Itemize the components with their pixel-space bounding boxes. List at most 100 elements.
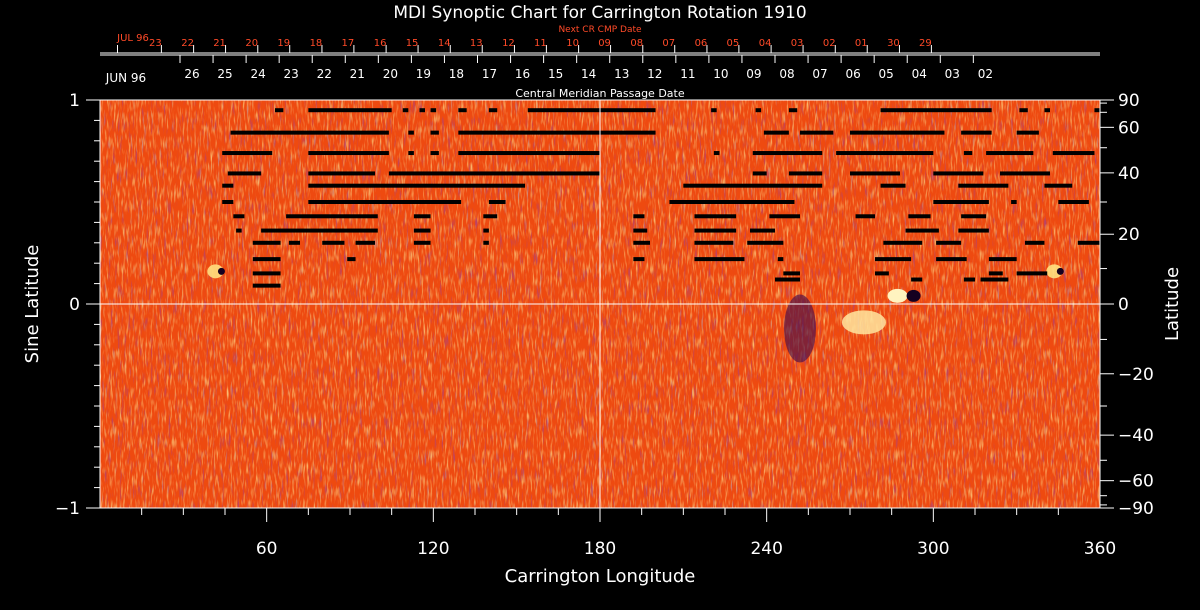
top-axis-day-label: 18 (310, 38, 323, 49)
sunspot (217, 267, 225, 275)
missing-data-strip (752, 171, 767, 176)
missing-data-strip (288, 240, 300, 245)
spot-halo (207, 264, 224, 279)
bipolar-positive (887, 288, 908, 303)
missing-data-strip (633, 214, 645, 219)
missing-data-strip (419, 108, 425, 113)
top-axis-day-label: 03 (791, 38, 804, 49)
missing-data-strip (1025, 240, 1045, 245)
cmp-axis-day-label: 17 (482, 67, 497, 81)
y-tick-right-label: 20 (1118, 225, 1140, 245)
top-axis-day-label: 01 (855, 38, 868, 49)
missing-data-strip (747, 240, 784, 245)
missing-data-strip (275, 108, 284, 113)
cmp-axis-day-label: 08 (779, 67, 794, 81)
missing-data-strip (986, 151, 1034, 156)
missing-data-strips (222, 108, 1100, 288)
x-tick-label: 240 (750, 539, 782, 559)
top-axis-day-label: 29 (919, 38, 932, 49)
missing-data-strip (222, 183, 234, 188)
missing-data-strip (458, 151, 600, 156)
missing-data-strip (1094, 108, 1100, 113)
missing-data-strip (222, 151, 273, 156)
top-axis-day-label: 13 (470, 38, 483, 49)
missing-data-strip (958, 183, 1009, 188)
y-tick-left-label: 0 (69, 295, 80, 315)
cmp-axis-day-label: 16 (515, 67, 530, 81)
top-axis-day-label: 14 (438, 38, 451, 49)
missing-data-strip (961, 130, 992, 135)
top-axis-month: JUL 96 (116, 33, 149, 44)
cmp-axis-day-label: 13 (614, 67, 629, 81)
top-axis-day-label: 11 (534, 38, 547, 49)
missing-data-strip (1044, 183, 1073, 188)
y-tick-right-label: −90 (1118, 499, 1154, 519)
y-tick-right-label: 90 (1118, 91, 1140, 111)
cmp-axis-day-label: 18 (449, 67, 464, 81)
y-axis-right: 90 60 40 20 0 −20 −40 −60 −90 (1100, 91, 1154, 519)
cmp-axis-day-label: 14 (581, 67, 596, 81)
missing-data-strip (408, 130, 414, 135)
missing-data-strip (694, 214, 737, 219)
missing-data-strip (880, 183, 906, 188)
missing-data-strip (933, 200, 989, 204)
missing-data-strip (788, 171, 823, 176)
top-axis-day-label: 17 (342, 38, 355, 49)
cmp-axis-month: JUN 96 (105, 71, 146, 85)
missing-data-strip (252, 257, 281, 262)
missing-data-strip (308, 200, 462, 204)
top-axis-day-label: 15 (406, 38, 419, 49)
missing-data-strip (1019, 108, 1028, 113)
missing-data-strip (308, 171, 375, 176)
missing-data-strip (958, 228, 989, 233)
missing-data-strip (483, 240, 489, 245)
missing-data-strip (980, 277, 1009, 282)
missing-data-strip (430, 130, 439, 135)
missing-data-strip (308, 183, 525, 188)
missing-data-strip (488, 108, 498, 113)
missing-data-strip (883, 240, 923, 245)
top-axis-day-label: 06 (695, 38, 708, 49)
missing-data-strip (483, 214, 498, 219)
missing-data-strip (1011, 200, 1017, 204)
top-axis-day-label: 30 (887, 38, 900, 49)
missing-data-strip (963, 151, 973, 156)
cmp-axis-day-label: 02 (978, 67, 993, 81)
missing-data-strip (458, 130, 656, 135)
top-axis-day-label: 23 (149, 38, 162, 49)
missing-data-strip (227, 171, 262, 176)
cmp-axis-day-label: 04 (912, 67, 927, 81)
missing-data-strip (800, 130, 834, 135)
cmp-axis-day-label: 23 (284, 67, 299, 81)
missing-data-strip (961, 214, 987, 219)
top-axis-day-label: 10 (566, 38, 579, 49)
y-tick-right-label: 60 (1118, 118, 1140, 138)
missing-data-strip (755, 108, 762, 113)
missing-data-strip (669, 200, 795, 204)
missing-data-strip (252, 283, 281, 288)
top-axis-day-label: 05 (727, 38, 740, 49)
missing-data-strip (875, 271, 889, 276)
y-tick-right-label: −20 (1118, 365, 1154, 385)
missing-data-strip (633, 240, 650, 245)
missing-data-strip (713, 151, 720, 156)
missing-data-strip (933, 171, 984, 176)
missing-data-strip (908, 214, 931, 219)
top-axis-day-label: 21 (213, 38, 226, 49)
cmp-axis-day-label: 12 (647, 67, 662, 81)
chart-title: MDI Synoptic Chart for Carrington Rotati… (393, 3, 806, 23)
cmp-axis-day-label: 21 (350, 67, 365, 81)
missing-data-strip (430, 108, 437, 113)
missing-data-strip (408, 151, 414, 156)
missing-data-strip (388, 171, 600, 176)
y-tick-left-label: −1 (55, 499, 80, 519)
cmp-axis-day-label: 05 (879, 67, 894, 81)
y-tick-right-label: −60 (1118, 472, 1154, 492)
missing-data-strip (633, 228, 648, 233)
missing-data-strip (1016, 130, 1039, 135)
missing-data-strip (252, 240, 281, 245)
bipolar-negative (906, 289, 921, 302)
missing-data-strip (236, 228, 242, 233)
missing-data-strip (413, 228, 431, 233)
